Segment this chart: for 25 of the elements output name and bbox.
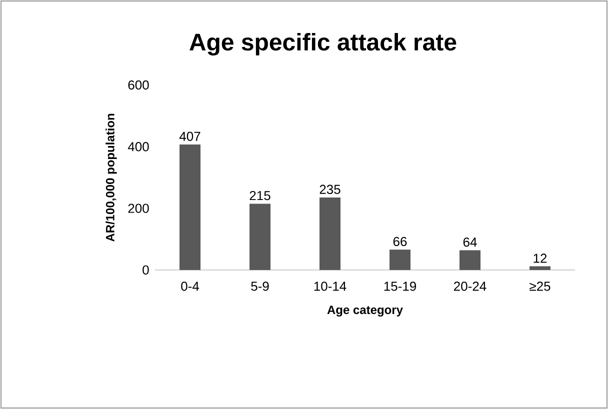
- chart-title: Age specific attack rate: [190, 32, 456, 56]
- bar: [390, 250, 410, 270]
- x-tick-label: 0-4: [181, 282, 200, 291]
- y-axis-title: AR/100,000 population: [106, 114, 117, 242]
- data-label: 407: [179, 132, 200, 141]
- data-label: 66: [393, 236, 407, 246]
- data-label: 215: [250, 190, 270, 200]
- y-tick-label: 600: [128, 80, 149, 90]
- x-tick-label: 15-19: [384, 282, 416, 291]
- data-label: 235: [320, 184, 340, 194]
- y-tick-label: 0: [142, 265, 149, 275]
- x-axis-title: Age category: [327, 306, 403, 317]
- data-label: 12: [534, 254, 547, 263]
- bar: [320, 198, 340, 270]
- bar: [459, 250, 480, 270]
- x-tick-label: 5-9: [251, 282, 269, 291]
- x-tick-label: 20-24: [454, 282, 486, 291]
- y-tick-label: 200: [128, 204, 149, 213]
- bar: [529, 266, 550, 270]
- data-label: 64: [463, 238, 477, 247]
- bar: [180, 144, 201, 270]
- bar: [250, 204, 271, 270]
- y-tick-label: 400: [128, 142, 149, 152]
- x-tick-label: ≥25: [530, 282, 550, 291]
- x-tick-label: 10-14: [314, 282, 346, 291]
